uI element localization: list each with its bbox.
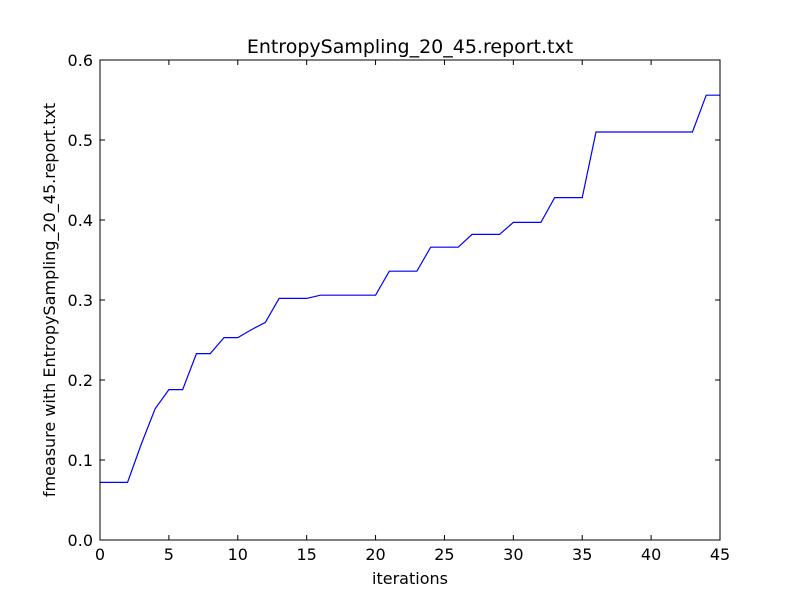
x-axis-label: iterations bbox=[372, 569, 448, 588]
x-tick-label: 15 bbox=[296, 545, 316, 564]
x-tick-label: 20 bbox=[365, 545, 385, 564]
x-tick-label: 40 bbox=[641, 545, 661, 564]
y-tick-label: 0.0 bbox=[68, 531, 93, 550]
axis-ticks bbox=[99, 59, 721, 541]
x-tick-label: 5 bbox=[164, 545, 174, 564]
plot-frame bbox=[99, 59, 721, 541]
x-tick-label: 0 bbox=[95, 545, 105, 564]
x-tick-labels: 0 5 10 15 20 25 30 35 40 45 bbox=[95, 545, 730, 564]
chart-title: EntropySampling_20_45.report.txt bbox=[247, 36, 573, 58]
y-tick-labels: 0.0 0.1 0.2 0.3 0.4 0.5 0.6 bbox=[68, 51, 93, 550]
y-tick-label: 0.6 bbox=[68, 51, 93, 70]
x-tick-label: 10 bbox=[228, 545, 248, 564]
x-tick-label: 35 bbox=[572, 545, 592, 564]
y-tick-label: 0.3 bbox=[68, 291, 93, 310]
x-tick-label: 25 bbox=[434, 545, 454, 564]
y-tick-label: 0.2 bbox=[68, 371, 93, 390]
y-tick-label: 0.1 bbox=[68, 451, 93, 470]
y-tick-label: 0.5 bbox=[68, 131, 93, 150]
x-tick-label: 30 bbox=[503, 545, 523, 564]
y-tick-label: 0.4 bbox=[68, 211, 93, 230]
data-line-series bbox=[100, 94, 720, 483]
y-axis-label: fmeasure with EntropySampling_20_45.repo… bbox=[40, 103, 60, 497]
x-tick-label: 45 bbox=[710, 545, 730, 564]
